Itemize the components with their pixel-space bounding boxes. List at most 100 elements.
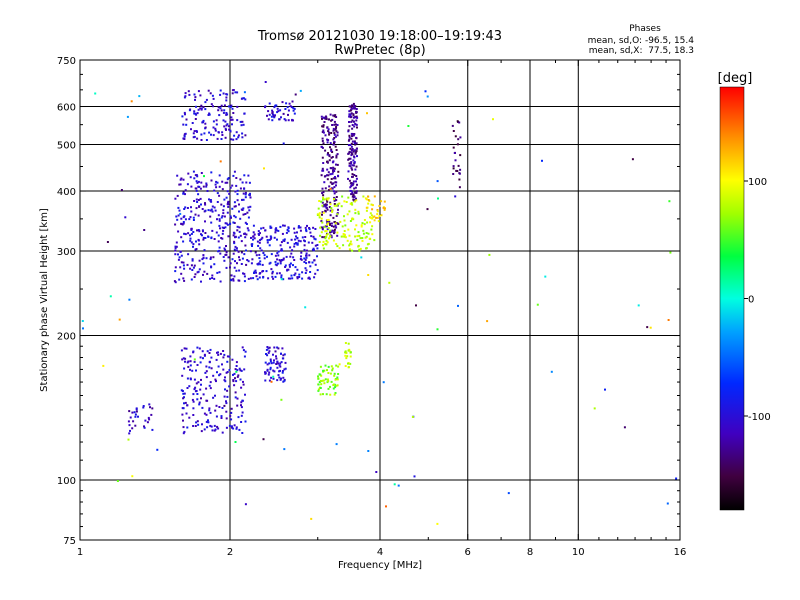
data-point: [194, 273, 197, 276]
data-point: [183, 279, 186, 282]
data-point: [243, 253, 246, 256]
data-point: [288, 265, 291, 268]
data-point: [210, 265, 213, 268]
data-point: [192, 350, 195, 353]
data-point: [223, 404, 226, 407]
data-point: [325, 234, 328, 237]
data-point: [254, 251, 257, 254]
data-point: [218, 406, 221, 408]
data-point: [109, 295, 112, 298]
data-point: [312, 248, 315, 251]
data-point: [174, 281, 177, 284]
data-point: [234, 377, 236, 380]
data-point: [231, 358, 234, 361]
data-point: [321, 167, 324, 170]
data-point: [242, 207, 245, 210]
data-point: [241, 346, 244, 349]
data-point: [289, 262, 292, 265]
data-point: [174, 247, 177, 250]
data-point: [350, 142, 353, 145]
data-point: [242, 272, 244, 275]
data-point: [266, 239, 269, 242]
data-point: [227, 205, 230, 208]
data-point: [326, 160, 329, 163]
data-point: [269, 237, 272, 240]
data-point: [274, 104, 277, 107]
data-point: [189, 378, 192, 381]
data-point: [293, 259, 296, 261]
data-point: [211, 205, 214, 208]
data-point: [202, 254, 205, 257]
data-point: [243, 91, 246, 94]
data-point: [120, 189, 123, 191]
data-point: [183, 347, 186, 350]
data-point: [247, 229, 250, 232]
data-point: [355, 147, 358, 150]
data-point: [205, 183, 208, 186]
data-point: [247, 277, 250, 280]
data-point: [364, 236, 367, 239]
data-point: [215, 415, 218, 418]
data-point: [354, 123, 357, 126]
data-point: [275, 355, 277, 358]
data-point: [327, 218, 330, 221]
data-point: [366, 112, 368, 115]
data-point: [142, 406, 145, 409]
data-point: [211, 210, 214, 213]
data-point: [319, 387, 322, 389]
data-point: [352, 107, 355, 110]
data-point: [253, 237, 256, 240]
data-point: [336, 384, 339, 387]
data-point: [193, 112, 196, 115]
data-point: [351, 133, 354, 135]
data-point: [348, 136, 351, 139]
data-point: [325, 235, 328, 238]
data-point: [270, 380, 273, 383]
data-point: [320, 217, 323, 220]
data-point: [193, 177, 196, 180]
data-point: [358, 248, 361, 251]
data-point: [283, 238, 286, 241]
data-point: [222, 205, 225, 208]
data-point: [216, 201, 219, 203]
data-point: [371, 233, 374, 236]
data-point: [201, 258, 204, 261]
data-point: [272, 277, 275, 280]
data-point: [248, 193, 251, 196]
data-point: [308, 261, 311, 264]
data-point: [325, 206, 328, 209]
data-point: [329, 146, 331, 149]
data-point: [233, 266, 236, 269]
data-point: [216, 425, 219, 428]
data-point: [370, 214, 373, 217]
data-point: [321, 140, 324, 142]
data-point: [192, 400, 195, 403]
data-point: [186, 207, 189, 209]
data-point: [213, 238, 216, 240]
data-point: [174, 249, 177, 252]
data-point: [187, 365, 190, 368]
data-point: [264, 361, 267, 364]
chart-title: Tromsø 20121030 19:18:00–19:19:43: [257, 29, 502, 44]
data-point: [182, 277, 185, 280]
data-point: [192, 414, 195, 416]
data-point: [177, 230, 180, 233]
data-point: [334, 222, 337, 225]
data-point: [424, 90, 427, 93]
data-point: [279, 365, 282, 368]
data-point: [218, 224, 221, 227]
data-point: [192, 216, 195, 219]
data-point: [276, 238, 278, 241]
data-point: [337, 373, 340, 375]
data-point: [242, 383, 245, 386]
data-point: [218, 374, 221, 377]
data-point: [183, 367, 186, 370]
data-point: [287, 109, 290, 112]
data-point: [337, 365, 340, 368]
data-point: [279, 262, 282, 265]
data-point: [228, 385, 231, 388]
data-point: [268, 113, 271, 116]
data-point: [303, 257, 306, 260]
data-point: [280, 352, 282, 355]
